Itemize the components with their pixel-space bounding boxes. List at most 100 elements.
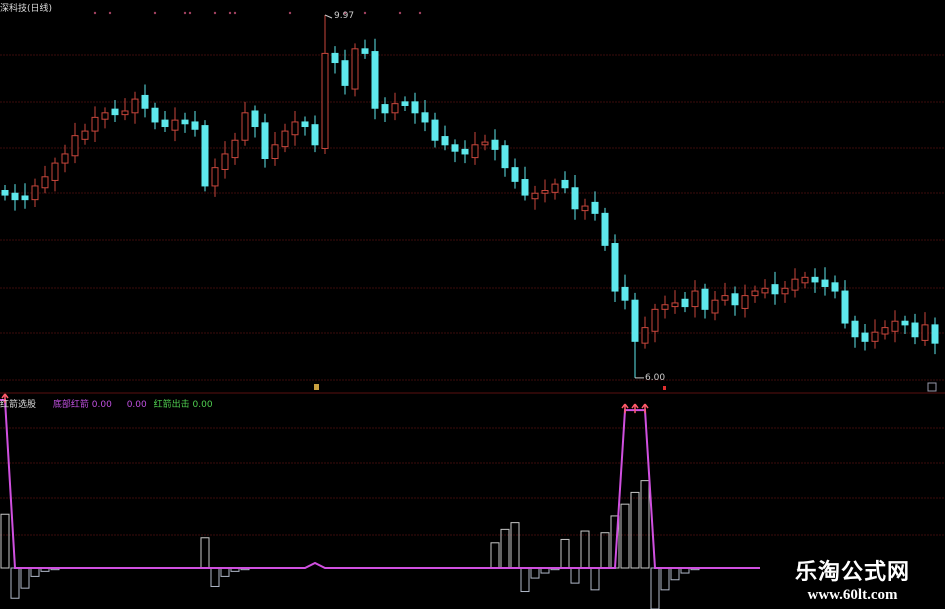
candle-up xyxy=(791,278,799,291)
indicator-bar-up xyxy=(630,491,640,569)
event-marker xyxy=(663,386,666,390)
candle-up xyxy=(541,190,549,194)
field-2-value: 0.00 xyxy=(126,400,147,410)
signal-dot xyxy=(418,11,422,15)
indicator-bar-up xyxy=(580,530,590,569)
candle-up xyxy=(51,162,59,181)
signal-dot xyxy=(228,11,232,15)
candle-down xyxy=(841,290,849,324)
indicator-bar-up xyxy=(0,513,10,569)
field-attack-label: 红箭出击 xyxy=(153,400,190,410)
candle-up xyxy=(291,121,299,136)
candle-down xyxy=(901,320,909,326)
watermark-url: www.60lt.com xyxy=(807,587,898,603)
candle-up xyxy=(551,183,559,193)
candle-up xyxy=(751,290,759,297)
field-bottom-arrow-label: 底部红箭 xyxy=(52,400,89,410)
signal-dot xyxy=(183,11,187,15)
candle-up xyxy=(321,52,329,149)
candle-up xyxy=(671,302,679,308)
candle-up xyxy=(871,331,879,342)
candle-down xyxy=(571,187,579,210)
signal-dot xyxy=(343,11,347,15)
red-arrow-icon xyxy=(641,403,649,414)
candle-down xyxy=(411,101,419,114)
field-bottom-arrow-value: 0.00 xyxy=(91,400,112,410)
high-marker xyxy=(324,14,333,19)
signal-dot xyxy=(398,11,402,15)
candle-down xyxy=(111,108,119,116)
candle-up xyxy=(31,185,39,201)
high-price-label: 9.97 xyxy=(334,11,355,21)
indicator-bar-up xyxy=(490,542,500,569)
candle-down xyxy=(421,112,429,123)
signal-dot xyxy=(363,11,367,15)
candle-up xyxy=(171,119,179,131)
red-arrow-icon xyxy=(1,393,9,403)
candle-down xyxy=(341,60,349,86)
candle-down xyxy=(911,322,919,338)
candle-up xyxy=(721,295,729,301)
candle-down xyxy=(141,94,149,109)
candle-down xyxy=(331,52,339,64)
red-arrow-icon xyxy=(631,403,639,414)
candle-down xyxy=(731,293,739,306)
candle-down xyxy=(501,145,509,169)
chart-title: 深科技(日线) xyxy=(0,4,53,14)
candle-up xyxy=(641,327,649,344)
candle-up xyxy=(81,130,89,140)
indicator-bar-down xyxy=(650,567,660,609)
indicator-bar-down xyxy=(210,567,220,587)
candle-down xyxy=(771,284,779,295)
indicator-header: 红箭选股 底部红箭 0.00 0.00 红箭出击 0.00 xyxy=(0,397,213,410)
signal-dot xyxy=(233,11,237,15)
candle-up xyxy=(481,141,489,146)
indicator-bar-down xyxy=(30,567,40,577)
candle-up xyxy=(391,103,399,114)
candle-down xyxy=(191,121,199,130)
candle-down xyxy=(381,104,389,114)
indicator-bar-down xyxy=(670,567,680,581)
candle-down xyxy=(521,179,529,196)
candle-down xyxy=(511,167,519,182)
candle-down xyxy=(251,110,259,128)
candle-down xyxy=(601,212,609,246)
event-marker xyxy=(927,382,937,392)
candle-down xyxy=(461,148,469,155)
candle-up xyxy=(921,324,929,341)
indicator-bar-up xyxy=(600,532,610,569)
candle-up xyxy=(711,299,719,314)
event-marker xyxy=(314,384,319,390)
candle-down xyxy=(431,119,439,141)
indicator-bar-down xyxy=(660,567,670,591)
candle-down xyxy=(1,190,9,196)
low-price-label: 6.00 xyxy=(645,373,666,383)
candle-up xyxy=(281,130,289,148)
candle-up xyxy=(91,116,99,132)
candle-down xyxy=(261,122,269,160)
signal-line xyxy=(0,399,935,569)
candle-down xyxy=(161,119,169,128)
signal-dot xyxy=(108,11,112,15)
candle-down xyxy=(811,276,819,283)
candle-up xyxy=(351,48,359,90)
candle-down xyxy=(11,192,19,201)
indicator-bar-down xyxy=(530,567,540,579)
candle-up xyxy=(471,144,479,159)
candle-up xyxy=(691,290,699,308)
indicator-bar-up xyxy=(620,503,630,569)
indicator-bar-down xyxy=(590,567,600,591)
signal-dot xyxy=(188,11,192,15)
indicator-bar-up xyxy=(640,480,650,569)
candle-up xyxy=(741,295,749,309)
candle-down xyxy=(311,124,319,146)
candle-down xyxy=(301,121,309,128)
candle-up xyxy=(41,176,49,189)
candle-down xyxy=(851,320,859,338)
candle-up xyxy=(71,135,79,157)
candle-up xyxy=(131,98,139,114)
candle-down xyxy=(591,201,599,214)
candle-up xyxy=(221,153,229,170)
candle-down xyxy=(631,299,639,342)
candle-down xyxy=(151,107,159,123)
